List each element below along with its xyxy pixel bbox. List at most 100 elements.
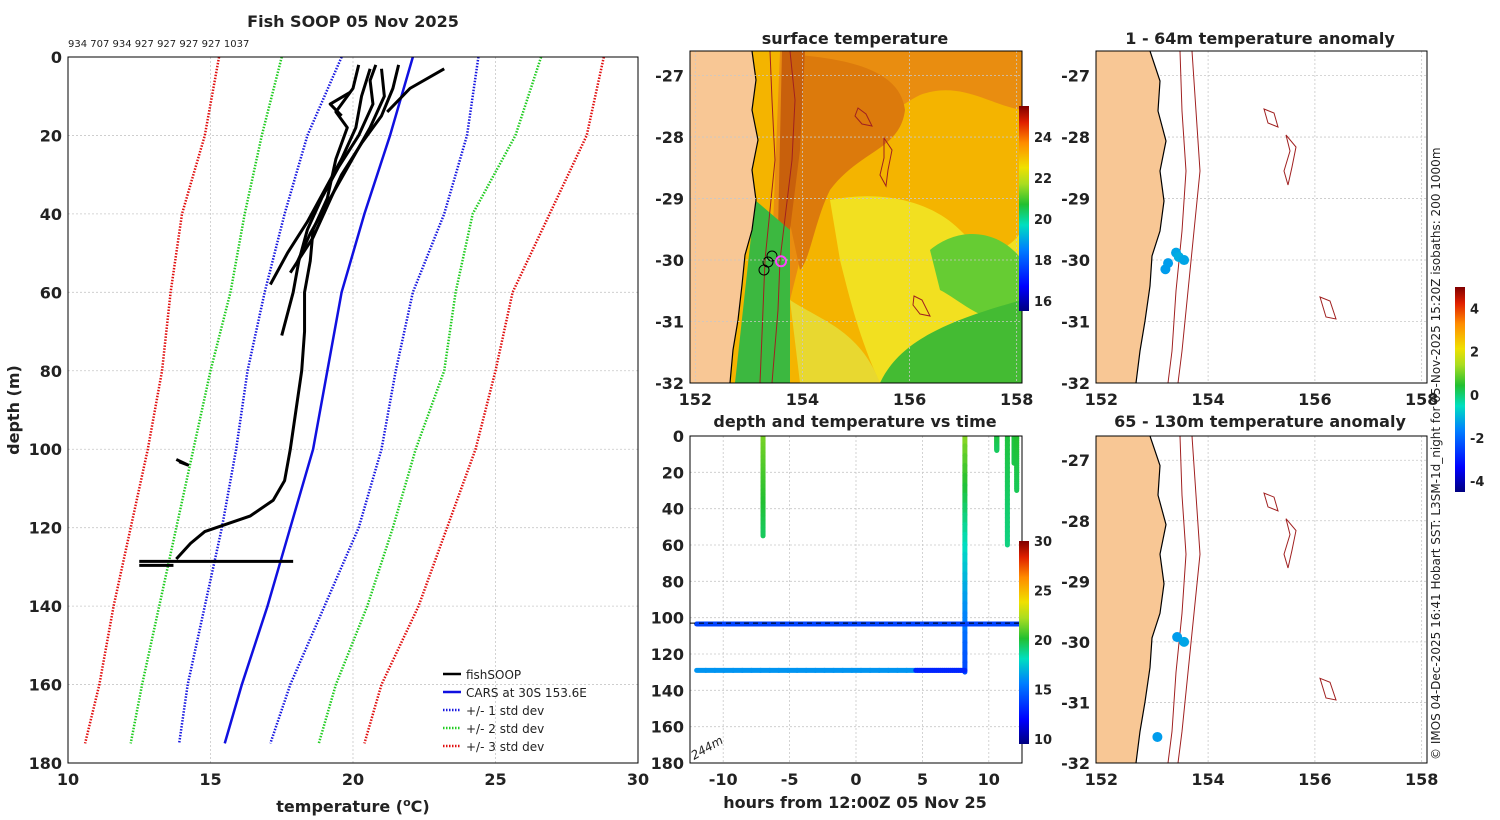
sst-colorbar-tick-label: 18 [1034, 254, 1052, 269]
map-xtick-label: 156 [1298, 390, 1331, 409]
sst-colorbar-tick-label: 16 [1034, 295, 1052, 310]
profile-ytick-label: 40 [40, 205, 62, 224]
depth-time-colorbar-tick-label: 15 [1034, 684, 1052, 699]
depth-time-ytick-label: 20 [662, 463, 684, 482]
depth-time-ytick-label: 60 [662, 536, 684, 555]
profile-xtick-label: 15 [199, 770, 221, 789]
anomaly-colorbar-tick-label: -2 [1470, 432, 1484, 447]
map-ytick-label: -32 [1061, 374, 1090, 393]
anomaly-deep-panel: 65 - 130m temperature anomaly 152 154 156 1… [1061, 412, 1438, 789]
depth-time-ytick-label: 100 [651, 609, 684, 628]
map-xtick-label: 158 [1000, 390, 1033, 409]
depth-time-title: depth and temperature vs time [713, 412, 996, 431]
sst-yellow-band [790, 300, 880, 383]
map-seamount [1263, 108, 1279, 128]
profile-ytick-label: 100 [29, 440, 62, 459]
depth-time-ytick-label: 140 [651, 681, 684, 700]
profile-xtick-label: 20 [342, 770, 364, 789]
sst-isobath-1000 [771, 51, 796, 383]
map-seamount [1319, 677, 1337, 701]
depth-time-colorbar-tick-label: 25 [1034, 585, 1052, 600]
profile-xlabel: temperature (oC) [276, 796, 429, 816]
map-ytick-label: -30 [1061, 633, 1090, 652]
map-ytick-label: -27 [1061, 451, 1090, 470]
sst-track-marker-3 [766, 250, 778, 262]
map-ytick-label: -27 [655, 67, 684, 86]
profile-ytick-label: 120 [29, 519, 62, 538]
profile-xtick-label: 10 [57, 770, 79, 789]
profile-grid [67, 56, 639, 764]
map-xtick-label: 152 [1085, 390, 1118, 409]
profile-ytick-label: 160 [29, 676, 62, 695]
legend-label-std2: +/- 2 std dev [466, 722, 544, 736]
map-xtick-label: 156 [1298, 770, 1331, 789]
profile-ytick-label: 60 [40, 283, 62, 302]
depth-time-xtick-label: 10 [978, 770, 1000, 789]
anomaly-deep-ticks: 152 154 156 158 -27 -28 -29 -30 -31 -32 [1061, 451, 1438, 789]
sst-green-core [930, 233, 1022, 323]
profile-std-line [363, 57, 606, 744]
profile-ytick-label: 20 [40, 126, 62, 145]
map-seamount [1263, 492, 1279, 512]
sst-colorbar-tick-label: 22 [1034, 172, 1052, 187]
depth-time-ytick-label: 80 [662, 572, 684, 591]
profile-xtick-label: 25 [484, 770, 506, 789]
map-land [1096, 51, 1166, 383]
depth-time-xtick-label: -5 [781, 770, 799, 789]
profile-fishsoop-line [175, 458, 190, 467]
map-ytick-label: -30 [1061, 251, 1090, 270]
anomaly-colorbar-tick-label: 4 [1470, 303, 1479, 318]
legend-label-std1: +/- 1 std dev [466, 704, 544, 718]
depth-time-grid [690, 435, 1022, 764]
map-coastline [1135, 436, 1167, 763]
sst-colorbar-ticks: 16 18 20 22 24 [1034, 131, 1052, 310]
map-ytick-label: -30 [655, 251, 684, 270]
map-ytick-label: -31 [655, 313, 684, 332]
depth-time-colorbar-ticks: 10 15 20 25 30 [1034, 535, 1052, 748]
profile-xlabel-unit: C) [411, 797, 430, 816]
profile-fishsoop-line [269, 68, 372, 286]
profile-counts: 934 707 934 927 927 927 927 1037 [68, 39, 249, 50]
sst-colorbar [1019, 106, 1029, 311]
map-ytick-label: -27 [1061, 67, 1090, 86]
sst-seamount-1 [854, 107, 873, 127]
sst-green-south [880, 300, 1022, 383]
map-ytick-label: -31 [1061, 693, 1090, 712]
profile-title: Fish SOOP 05 Nov 2025 [247, 12, 459, 31]
anomaly-shallow-title: 1 - 64m temperature anomaly [1125, 29, 1395, 48]
map-coastline [1135, 51, 1167, 383]
legend-label-std3: +/- 3 std dev [466, 740, 544, 754]
map-xtick-label: 158 [1405, 770, 1438, 789]
map-xtick-label: 154 [1191, 390, 1224, 409]
sst-ticks: 152 154 156 158 -27 -28 -29 -30 -31 -32 [655, 67, 1033, 409]
sst-coastal-warm-band [778, 51, 805, 230]
profile-xtick-label: 30 [627, 770, 649, 789]
profile-std-line [177, 57, 343, 744]
anomaly-shallow-map [1096, 51, 1337, 383]
map-land [1096, 436, 1166, 763]
depth-time-ytick-label: 0 [673, 427, 684, 446]
profile-cars-line [223, 57, 415, 744]
side-note: © IMOS 04-Dec-2025 16:41 Hobart SST: L3S… [1429, 147, 1443, 760]
sst-isobath-200 [759, 51, 776, 383]
map-xtick-label: 154 [1191, 770, 1224, 789]
profile-std-line [129, 57, 283, 744]
anomaly-colorbar-ticks: 4 2 0 -2 -4 [1470, 303, 1484, 491]
profile-ytick-label: 180 [29, 754, 62, 773]
depth-time-ytick-label: 40 [662, 500, 684, 519]
sst-colorbar-tick-label: 20 [1034, 213, 1052, 228]
anomaly-colorbar [1455, 287, 1465, 492]
map-ytick-label: -28 [1061, 512, 1090, 531]
profile-ticks: 10 15 20 25 30 0 20 40 60 80 100 120 140 160 180 [29, 48, 650, 789]
map-xtick-label: 154 [786, 390, 819, 409]
sst-seamount-2 [879, 136, 893, 188]
map-seamount [1319, 296, 1337, 320]
map-ytick-label: -32 [1061, 754, 1090, 773]
profile-panel: Fish SOOP 05 Nov 2025 934 707 934 927 92… [4, 12, 649, 816]
sst-coastline [729, 51, 759, 383]
anomaly-deep-frame [1095, 435, 1428, 764]
map-seamount [1283, 518, 1297, 569]
profile-frame [67, 56, 639, 764]
map-ytick-label: -29 [1061, 572, 1090, 591]
profile-fishsoop-line [386, 67, 445, 113]
